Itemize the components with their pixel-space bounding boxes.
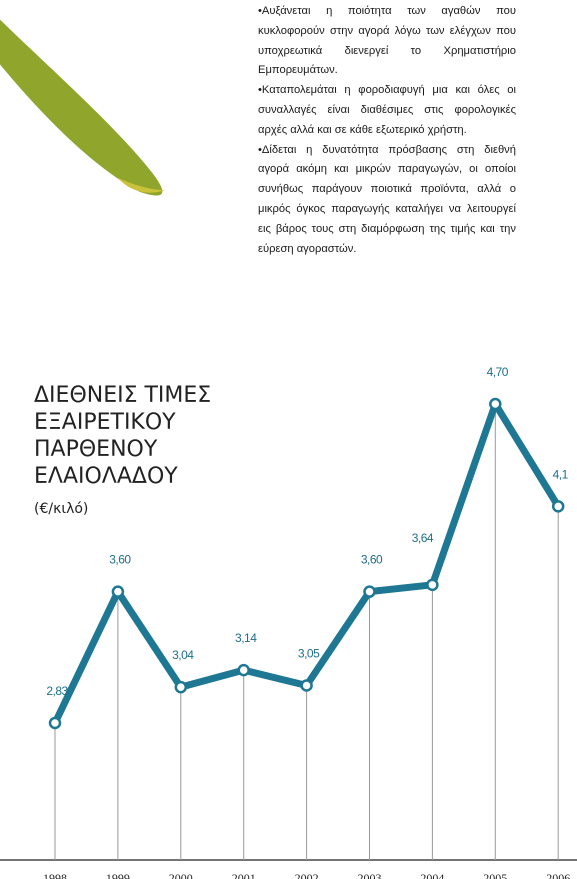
point xyxy=(111,585,125,598)
paragraph: •Καταπολεμάται η φοροδιαφυγή μια και όλε… xyxy=(258,84,516,136)
point xyxy=(551,500,565,513)
x-tick-label: 1999 xyxy=(106,871,130,879)
article: •Αυξάνεται η ποιότητα των αγαθών που κυκ… xyxy=(258,2,516,259)
x-tick-label: 1998 xyxy=(43,871,67,879)
point xyxy=(237,663,250,677)
value-label: 3,60 xyxy=(361,553,383,567)
x-tick-label: 2003 xyxy=(358,871,382,879)
paragraph: •Αυξάνεται η ποιότητα των αγαθών που κυκ… xyxy=(258,5,516,77)
value-label: 3,05 xyxy=(298,646,320,660)
value-label: 4,70 xyxy=(487,365,509,379)
point xyxy=(426,578,439,592)
point xyxy=(48,716,62,730)
chart-title: ΕΛΑΙΟΛΑΔΟΥ xyxy=(34,464,178,489)
point xyxy=(174,680,188,694)
x-tick-label: 2005 xyxy=(483,871,507,879)
chart-title: ΔΙΕΘΝΕΙΣ ΤΙΜΕΣ xyxy=(34,383,211,408)
chart-title: ΕΞΑΙΡΕΤΙΚΟΥ xyxy=(34,410,176,435)
point xyxy=(489,397,502,411)
x-tick-label: 2000 xyxy=(169,871,193,879)
leaf-tip xyxy=(118,178,165,193)
value-label: 3,14 xyxy=(235,631,257,645)
x-tick-label: 2001 xyxy=(232,871,256,879)
point xyxy=(300,679,313,692)
paragraph: •Δίδεται η δυνατότητα πρόσβασης στη διεθ… xyxy=(258,143,516,255)
x-tick-label: 2004 xyxy=(420,871,444,879)
value-label: 3,04 xyxy=(172,648,194,662)
olive-leaf xyxy=(0,19,163,196)
value-label: 3,60 xyxy=(109,553,131,567)
point xyxy=(363,585,376,598)
value-label: 3,64 xyxy=(412,531,434,545)
chart-subtitle: (€/κιλό) xyxy=(34,501,88,517)
value-label: 2,83 xyxy=(46,684,68,698)
x-tick-label: 2006 xyxy=(546,871,570,879)
x-tick-label: 2002 xyxy=(295,871,319,879)
chart-title: ΠΑΡΘΕΝΟΥ xyxy=(34,437,158,462)
value-label: 4,1 xyxy=(553,467,569,481)
